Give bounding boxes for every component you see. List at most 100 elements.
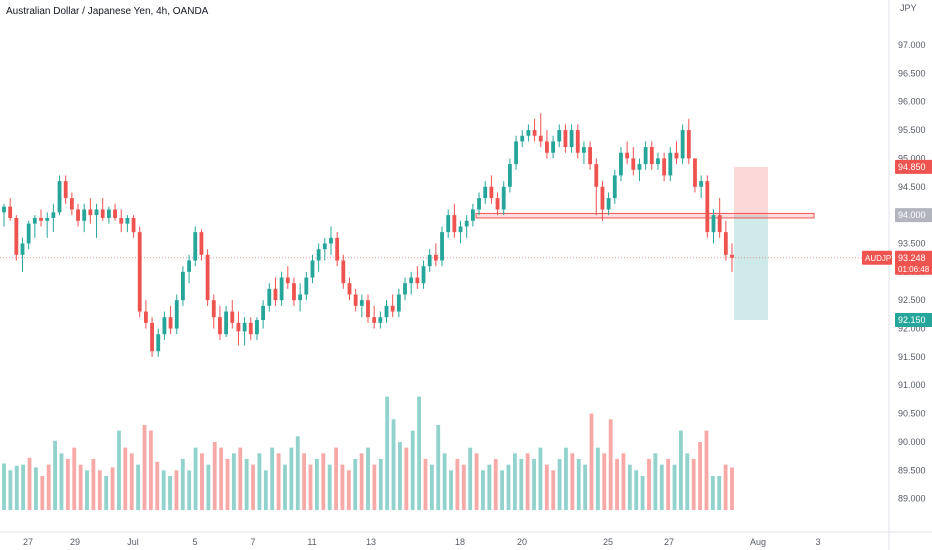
volume-bar xyxy=(123,447,128,510)
candle-body xyxy=(187,260,191,272)
volume-bar xyxy=(14,465,19,510)
volume-bar xyxy=(97,470,102,510)
volume-bar xyxy=(21,464,26,510)
volume-bar xyxy=(46,464,51,510)
volume-bars xyxy=(2,396,734,510)
time-axis[interactable]: 27 29 Jul 5 7 11 13 18 20 25 27 Aug 3 xyxy=(0,531,932,547)
candle-body xyxy=(57,181,62,213)
candles[interactable] xyxy=(2,113,734,357)
y-tick-label: 97.000 xyxy=(898,40,926,50)
volume-bar xyxy=(602,453,607,510)
candle-body xyxy=(255,320,259,335)
volume-bar xyxy=(678,430,683,510)
volume-bar xyxy=(391,419,396,510)
chart-title: Australian Dollar / Japanese Yen, 4h, OA… xyxy=(6,6,209,17)
candle-body xyxy=(298,294,303,301)
target-zone xyxy=(734,215,768,321)
candle-body xyxy=(143,311,148,323)
volume-bar xyxy=(551,470,556,510)
price-labels: 94.850 94.000 92.150 AUDJPY 93.248 01:06:48 xyxy=(862,159,932,328)
candle-body xyxy=(637,164,642,170)
volume-bar xyxy=(627,464,632,510)
candle-body xyxy=(409,277,414,284)
volume-bar xyxy=(525,453,530,510)
x-tick-label: 29 xyxy=(70,537,80,547)
volume-bar xyxy=(321,453,326,510)
price-axis[interactable]: JPY 97.000 96.500 96.000 95.500 95.000 94.500 9… xyxy=(888,0,926,550)
x-tick-label: 18 xyxy=(455,537,465,547)
candle-body xyxy=(150,322,154,352)
y-tick-label: 91.000 xyxy=(898,380,926,390)
volume-bar xyxy=(385,396,390,510)
candle-body xyxy=(483,186,488,199)
volume-bar xyxy=(238,447,243,510)
candle-body xyxy=(218,317,222,335)
candle-body xyxy=(82,209,87,221)
candle-body xyxy=(569,130,574,148)
volume-bar xyxy=(436,424,441,510)
volume-bar xyxy=(487,464,492,510)
volume-bar xyxy=(148,430,153,510)
volume-bar xyxy=(621,453,626,510)
candle-body xyxy=(156,334,161,352)
candle-body xyxy=(520,135,525,142)
volume-bar xyxy=(251,464,255,510)
y-tick-label: 93.500 xyxy=(898,238,926,248)
candle-body xyxy=(507,164,512,187)
candle-body xyxy=(279,277,284,301)
candle-body xyxy=(39,217,43,221)
y-tick-label: 96.000 xyxy=(898,97,926,107)
volume-bar xyxy=(353,458,358,510)
volume-bar xyxy=(589,413,594,510)
candle-body xyxy=(594,164,599,187)
candle-body xyxy=(514,141,518,165)
candle-body xyxy=(230,311,235,323)
volume-bar xyxy=(104,475,109,510)
candle-body xyxy=(248,322,253,335)
volume-bar xyxy=(257,453,262,510)
volume-bar xyxy=(110,467,115,510)
y-tick-label: 89.500 xyxy=(898,465,926,475)
candle-body xyxy=(341,260,346,284)
y-tick-label: 90.500 xyxy=(898,409,926,419)
volume-bar xyxy=(378,458,383,510)
candle-body xyxy=(489,186,494,199)
candle-body xyxy=(2,206,6,213)
volume-bar xyxy=(672,464,677,510)
x-tick-label: 25 xyxy=(603,537,613,547)
candle-body xyxy=(588,147,593,165)
candle-body xyxy=(705,181,710,233)
volume-bar xyxy=(142,424,147,510)
volume-bar xyxy=(2,463,6,510)
volume-bar xyxy=(500,470,505,510)
y-tick-label: 89.000 xyxy=(898,494,926,504)
candle-body xyxy=(693,158,697,187)
volume-bar xyxy=(117,430,121,510)
candle-body xyxy=(113,209,117,218)
candle-body xyxy=(329,237,333,244)
candle-body xyxy=(631,158,636,170)
volume-bar xyxy=(410,430,415,510)
last-price-box xyxy=(895,250,932,275)
volume-bar xyxy=(8,470,13,510)
symbol-tag-box xyxy=(862,250,892,265)
volume-bar xyxy=(276,453,281,510)
candle-body xyxy=(606,198,611,210)
candle-body xyxy=(193,232,198,261)
candle-body xyxy=(396,294,401,312)
volume-bar xyxy=(91,458,96,510)
volume-bar xyxy=(691,458,696,510)
volume-bar xyxy=(647,458,651,510)
candle-body xyxy=(322,243,327,250)
level-label-box xyxy=(895,159,932,174)
candle-body xyxy=(69,198,74,210)
volume-bar xyxy=(85,470,89,510)
candle-body xyxy=(211,300,216,318)
candle-body xyxy=(366,300,370,318)
volume-bar xyxy=(270,447,275,510)
volume-bar xyxy=(308,464,313,510)
candle-body xyxy=(600,186,605,210)
volume-bar xyxy=(65,458,70,510)
level-label: 92.150 xyxy=(898,315,926,325)
